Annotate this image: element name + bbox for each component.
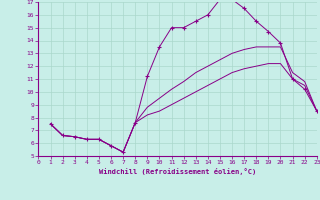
X-axis label: Windchill (Refroidissement éolien,°C): Windchill (Refroidissement éolien,°C) <box>99 168 256 175</box>
